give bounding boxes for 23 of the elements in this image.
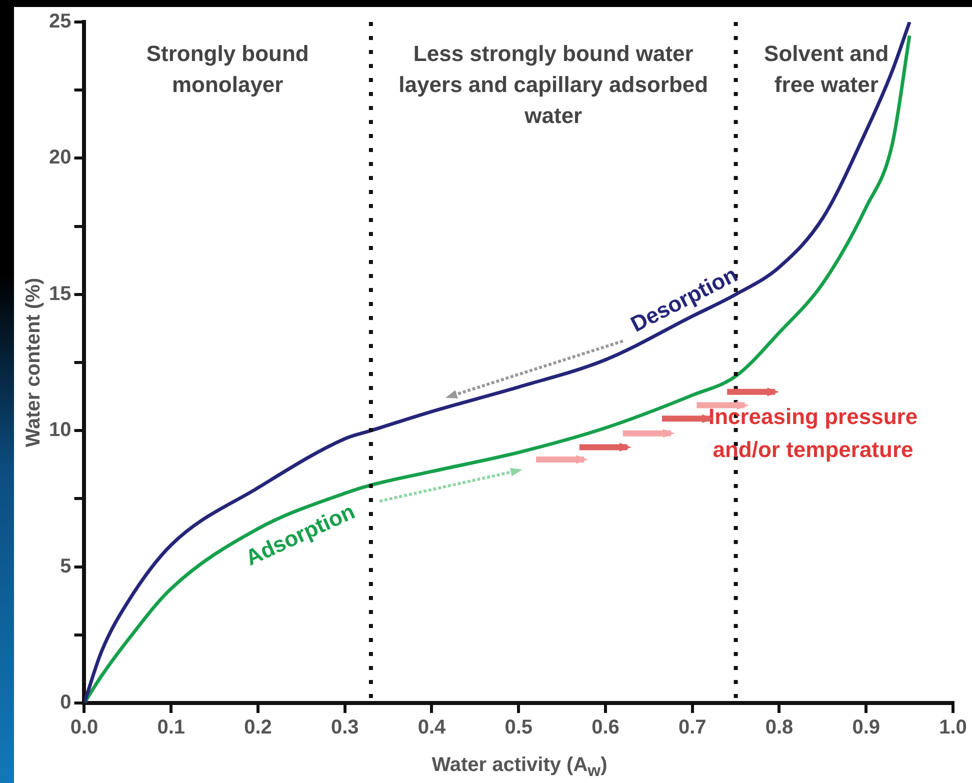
y-tick-label: 25 xyxy=(48,10,72,33)
annotation: Strongly bound monolayer xyxy=(146,41,309,98)
x-tick-label: 0.6 xyxy=(592,716,620,739)
y-tick-label: 5 xyxy=(60,555,72,578)
y-axis-title: Water content (%) xyxy=(22,278,45,448)
x-tick-label: 1.0 xyxy=(939,716,967,739)
x-tick-label: 0.9 xyxy=(852,716,880,739)
x-tick-label: 0.7 xyxy=(678,716,706,739)
x-tick-label: 0.3 xyxy=(330,716,359,739)
y-tick-label: 15 xyxy=(48,282,72,305)
y-tick-label: 0 xyxy=(60,692,72,714)
x-tick-label: 0.2 xyxy=(244,716,272,739)
x-axis-title: Water activity (A$_{w}$) xyxy=(430,754,608,781)
y-tick-label: 20 xyxy=(48,146,72,169)
x-tick-label: 0.5 xyxy=(504,716,533,739)
annotation: Increasing pressure and/or temperature xyxy=(708,404,918,462)
y-tick-label: 10 xyxy=(48,419,72,442)
x-tick-label: 0.0 xyxy=(70,716,98,739)
annotation: Solvent and free water xyxy=(764,41,889,98)
x-tick-label: 0.1 xyxy=(157,716,186,739)
x-tick-label: 0.8 xyxy=(765,716,794,739)
annotation: Less strongly bound water layers and capillary adsorbed water xyxy=(398,41,708,128)
x-tick-label: 0.4 xyxy=(418,716,447,739)
